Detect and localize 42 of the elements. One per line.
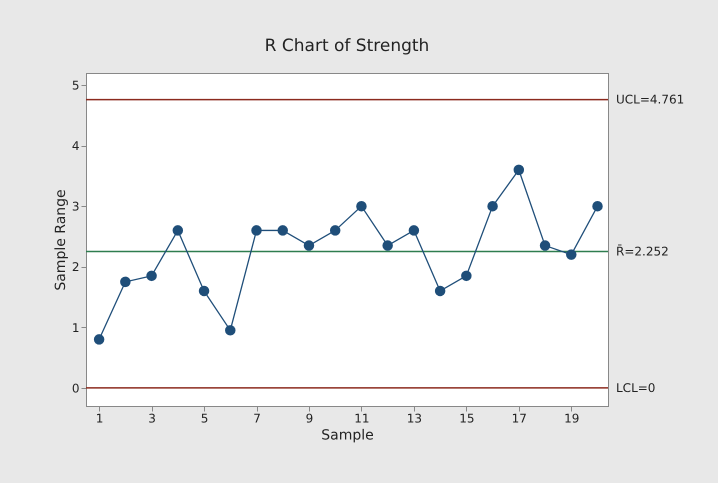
x-axis-title: Sample <box>321 428 374 444</box>
point <box>540 240 550 251</box>
point <box>304 240 314 251</box>
x-tick-label: 5 <box>200 412 208 426</box>
y-axis-title: Sample Range <box>52 189 69 291</box>
x-tick-label: 19 <box>564 412 580 426</box>
point <box>172 225 184 236</box>
point <box>592 200 603 212</box>
point <box>225 325 236 336</box>
point <box>330 225 340 236</box>
y-tick-label: 0 <box>72 381 80 396</box>
point <box>94 334 104 345</box>
point <box>356 200 367 212</box>
point <box>382 240 393 251</box>
point <box>487 200 498 212</box>
y-tick-label: 4 <box>72 139 80 154</box>
ref-line-label: UCL=4.761 <box>616 92 684 107</box>
ref-line-label: LCL=0 <box>616 380 656 395</box>
x-tick-label: 3 <box>148 412 156 426</box>
x-tick-label: 13 <box>406 412 422 426</box>
x-tick-label: 17 <box>512 412 527 426</box>
point <box>146 270 157 282</box>
y-tick-label: 2 <box>72 260 80 274</box>
point <box>277 225 288 236</box>
point <box>251 225 262 236</box>
point <box>198 286 210 296</box>
x-tick-label: 15 <box>459 412 474 426</box>
y-tick-label: 5 <box>72 78 80 93</box>
point <box>514 164 524 176</box>
chart-title: R Chart of Strength <box>264 36 430 56</box>
x-tick-label: 9 <box>306 412 314 426</box>
point <box>434 286 446 296</box>
x-tick-label: 7 <box>253 412 261 426</box>
point <box>566 249 577 260</box>
y-tick-label: 1 <box>72 320 80 335</box>
point <box>461 270 472 282</box>
x-tick-label: 1 <box>96 412 104 426</box>
y-tick-label: 3 <box>72 200 80 214</box>
point <box>120 276 131 288</box>
x-tick-label: 11 <box>354 412 370 426</box>
point <box>408 225 420 236</box>
ref-line-label: R̄=2.252 <box>616 244 669 258</box>
